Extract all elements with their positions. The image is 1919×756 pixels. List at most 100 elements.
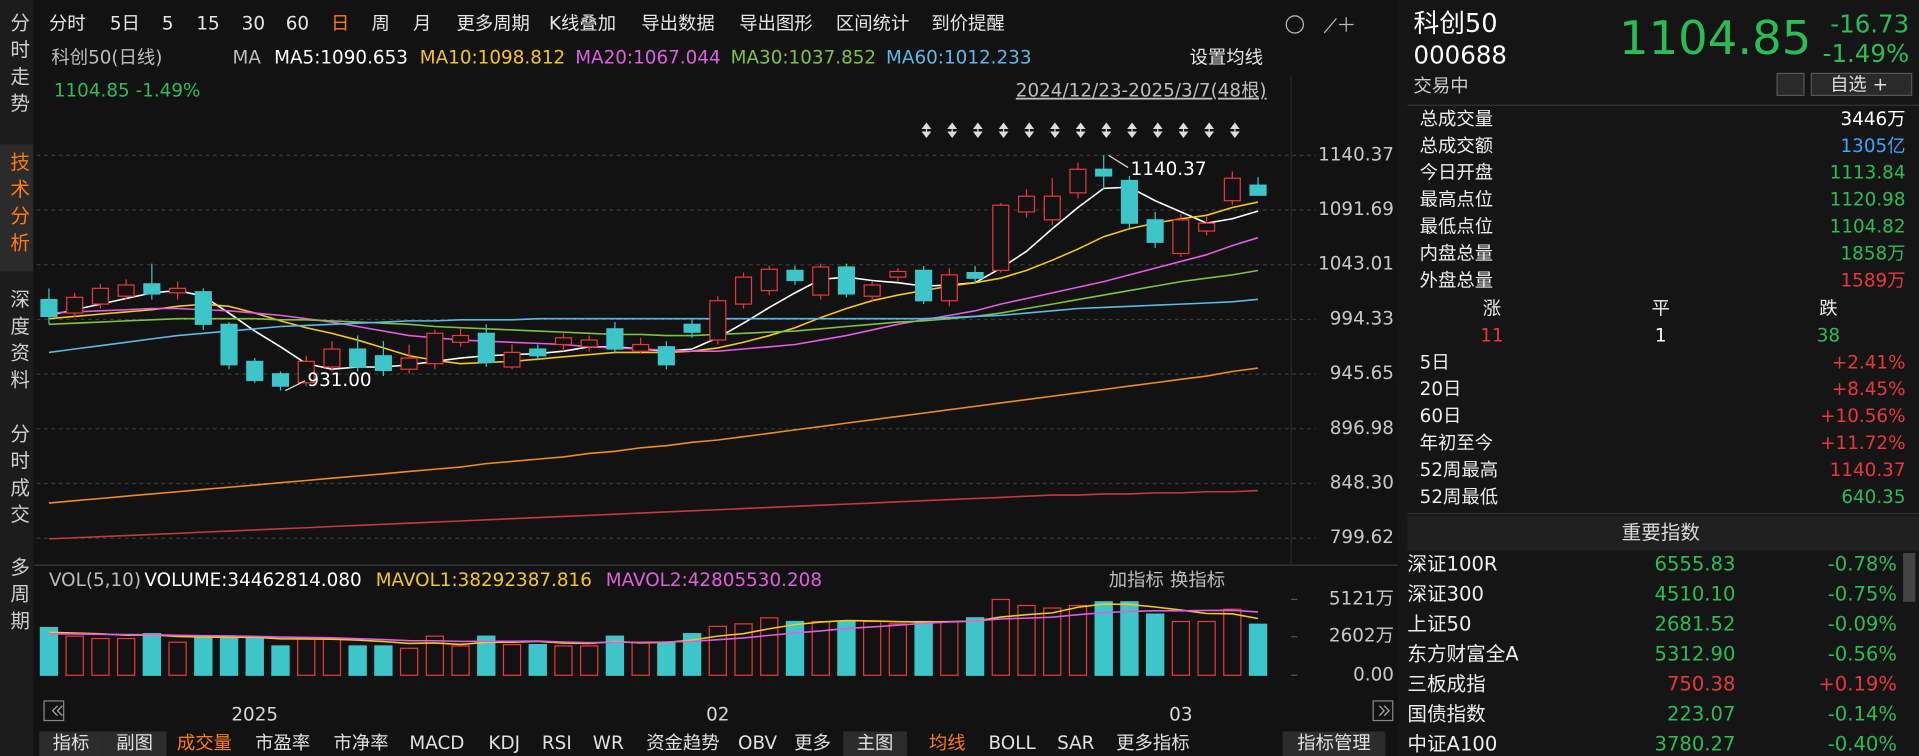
tab[interactable]: 指标管理 bbox=[1297, 733, 1370, 754]
tab[interactable]: RSI bbox=[542, 733, 572, 754]
panel-tool[interactable]: 换指标 bbox=[1170, 570, 1225, 591]
return-label: 60日 bbox=[1420, 406, 1462, 427]
candle-body bbox=[1095, 168, 1113, 177]
volume-bar bbox=[682, 633, 702, 676]
volume-bar bbox=[39, 626, 59, 676]
toolbar-item[interactable]: 分时 bbox=[49, 13, 86, 34]
alert-button[interactable] bbox=[1776, 72, 1805, 97]
candle-body bbox=[992, 204, 1010, 271]
tab[interactable]: 更多指标 bbox=[1116, 733, 1189, 754]
volume-bar bbox=[837, 620, 856, 676]
toolbar-item[interactable]: 60 bbox=[286, 13, 309, 34]
stat-label: 内盘总量 bbox=[1420, 243, 1493, 264]
index-name[interactable]: 上证50 bbox=[1407, 613, 1471, 636]
x-tick-label: 03 bbox=[1169, 705, 1192, 726]
panel-tool[interactable]: 加指标 bbox=[1109, 570, 1164, 591]
scroll-right[interactable] bbox=[1372, 700, 1394, 722]
scroll-left[interactable] bbox=[43, 700, 65, 722]
toolbar-item[interactable]: 更多周期 bbox=[457, 13, 530, 34]
tab[interactable]: OBV bbox=[738, 733, 777, 754]
tab[interactable]: 指标 bbox=[53, 733, 90, 754]
volume-bar bbox=[245, 637, 264, 676]
toolbar-item[interactable]: 日 bbox=[331, 13, 349, 34]
candle-body bbox=[1069, 168, 1087, 194]
line-series bbox=[48, 367, 1259, 504]
sidebar-tab[interactable]: 多周期 bbox=[7, 557, 30, 638]
tab[interactable]: WR bbox=[593, 733, 624, 754]
range-label: 2024/12/23-2025/3/7(48根) bbox=[1016, 81, 1267, 102]
candle-body bbox=[169, 287, 187, 294]
signal-icon bbox=[1178, 122, 1189, 139]
toolbar-item[interactable]: 区间统计 bbox=[836, 13, 909, 34]
tab[interactable]: MACD bbox=[409, 733, 464, 754]
candle-body bbox=[657, 346, 675, 366]
volume-bar bbox=[940, 620, 959, 676]
icon-down[interactable] bbox=[1285, 15, 1305, 34]
index-name[interactable]: 国债指数 bbox=[1407, 703, 1485, 726]
tab[interactable]: 市净率 bbox=[334, 733, 389, 754]
tab[interactable]: 副图 bbox=[116, 733, 153, 754]
sidebar-tab[interactable]: 分时成交 bbox=[7, 423, 30, 531]
volume-bar bbox=[528, 643, 547, 676]
volume-bar bbox=[168, 641, 187, 676]
tab[interactable]: 主图 bbox=[857, 733, 894, 754]
volume-bar bbox=[1223, 608, 1242, 676]
toolbar-item[interactable]: 5日 bbox=[110, 13, 140, 34]
candle-body bbox=[915, 269, 933, 302]
candle-body bbox=[554, 337, 573, 346]
index-name[interactable]: 东方财富全A bbox=[1407, 643, 1519, 666]
y-tick-label: 1043.01 bbox=[1318, 254, 1394, 275]
tab[interactable]: BOLL bbox=[989, 733, 1037, 754]
candle-body bbox=[1249, 184, 1267, 196]
icon-tools[interactable] bbox=[1323, 17, 1354, 34]
line-series bbox=[48, 269, 1259, 337]
return-value: +2.41% bbox=[1832, 352, 1906, 373]
watch-button[interactable] bbox=[1810, 72, 1913, 97]
toolbar-item[interactable]: 导出图形 bbox=[739, 13, 812, 34]
volume-bar bbox=[219, 635, 239, 676]
tab[interactable]: 资金趋势 bbox=[646, 733, 719, 754]
candle-body bbox=[863, 284, 881, 297]
sidebar-tab[interactable]: 分时走势 bbox=[7, 12, 30, 120]
index-value: 4510.10 bbox=[1654, 583, 1735, 606]
volume-bar bbox=[991, 598, 1010, 676]
ma-setting[interactable]: 设置均线 bbox=[1190, 48, 1263, 69]
toolbar-item[interactable]: 到价提醒 bbox=[931, 13, 1004, 34]
tab[interactable]: KDJ bbox=[488, 733, 520, 754]
tab[interactable]: SAR bbox=[1057, 733, 1095, 754]
sidebar-tab[interactable]: 深度资料 bbox=[7, 289, 30, 397]
toolbar-item[interactable]: 月 bbox=[413, 13, 431, 34]
toolbar-item[interactable]: 周 bbox=[371, 13, 389, 34]
indices-title: 重要指数 bbox=[1622, 521, 1700, 544]
toolbar-item[interactable]: 30 bbox=[242, 13, 265, 34]
toolbar-item[interactable]: 5 bbox=[162, 13, 174, 34]
tab-box bbox=[1282, 731, 1386, 756]
index-name[interactable]: 深证100R bbox=[1407, 553, 1497, 576]
candle-body bbox=[1043, 195, 1061, 221]
legend-entry: MAVOL2:42805530.208 bbox=[606, 570, 822, 591]
tab[interactable]: 更多 bbox=[794, 733, 831, 754]
toolbar-item[interactable]: 15 bbox=[196, 13, 219, 34]
stat-label: 外盘总量 bbox=[1420, 270, 1493, 291]
return-value: +11.72% bbox=[1820, 433, 1905, 454]
breadth-value: 1 bbox=[1655, 325, 1667, 346]
index-name[interactable]: 三板成指 bbox=[1407, 673, 1485, 696]
toolbar-item[interactable]: K线叠加 bbox=[549, 13, 616, 34]
index-name[interactable]: 中证A100 bbox=[1407, 732, 1497, 755]
sidebar bbox=[0, 0, 34, 756]
tab[interactable]: 市盈率 bbox=[255, 733, 310, 754]
volume-bar bbox=[734, 623, 753, 676]
volume-bar bbox=[374, 645, 393, 676]
toolbar-item[interactable]: 导出数据 bbox=[641, 13, 714, 34]
tab[interactable]: 均线 bbox=[929, 733, 966, 754]
signal-icon bbox=[1127, 122, 1137, 139]
signal-icon bbox=[1050, 122, 1060, 139]
watch-label[interactable]: 自选 + bbox=[1830, 75, 1888, 96]
y-tick-label: 896.98 bbox=[1330, 418, 1394, 439]
legend-entry: VOLUME:34462814.080 bbox=[144, 570, 361, 591]
tab[interactable]: 成交量 bbox=[177, 733, 232, 754]
sidebar-tab[interactable]: 技术分析 bbox=[7, 152, 30, 260]
index-value: 750.38 bbox=[1667, 673, 1735, 696]
candle-body bbox=[477, 332, 495, 364]
index-name[interactable]: 深证300 bbox=[1407, 583, 1483, 606]
